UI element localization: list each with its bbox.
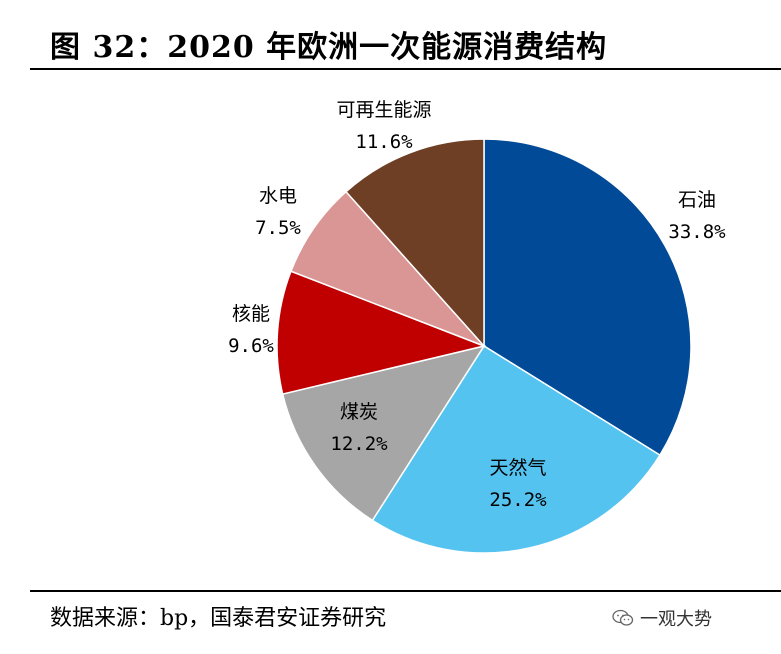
slice-name-label: 石油 — [678, 189, 716, 211]
source-note: 数据来源：bp，国泰君安证券研究 — [50, 606, 387, 631]
chart-title: 图 32：2020 年欧洲一次能源消费结构 — [50, 30, 608, 65]
top-divider — [30, 68, 781, 70]
slice-name-label: 煤炭 — [340, 401, 378, 423]
pie-slice-4 — [289, 190, 485, 347]
slice-value-label: 12.2% — [330, 433, 388, 455]
slice-name-label: 核能 — [232, 303, 270, 325]
pie-slice-5 — [344, 138, 485, 348]
pie-labels: 石油 33.8% 天然气 25.2% 煤炭 12.2% 核能 9.6% 水电 7.5% 可再生能源 1… — [228, 99, 726, 511]
slice-value-label: 11.6% — [355, 131, 413, 153]
watermark-text: 一观大势 — [640, 609, 712, 630]
pie-slice-0 — [483, 138, 692, 457]
pie-slice-2 — [281, 344, 486, 522]
watermark: 一观大势 — [612, 605, 712, 631]
slice-name-label: 可再生能源 — [336, 99, 431, 121]
pie-slice-3 — [276, 270, 487, 395]
slice-value-label: 9.6% — [228, 335, 274, 357]
slice-name-label: 水电 — [259, 185, 297, 207]
pie-slices — [276, 138, 692, 554]
pie-slice-1 — [371, 344, 661, 554]
slice-name-label: 天然气 — [489, 457, 546, 479]
slice-value-label: 7.5% — [255, 217, 301, 239]
slice-value-label: 25.2% — [489, 489, 547, 511]
slice-value-label: 33.8% — [668, 221, 726, 243]
wechat-icon — [612, 609, 634, 626]
bottom-divider — [30, 590, 781, 592]
